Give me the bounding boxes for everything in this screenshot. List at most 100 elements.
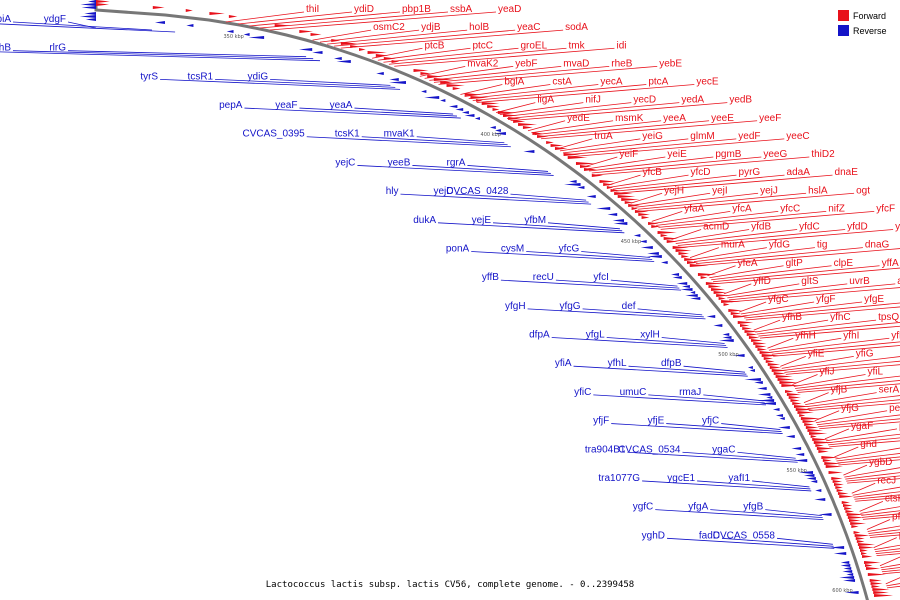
forward-gene-label: yeaD (498, 4, 521, 15)
forward-feature (841, 501, 850, 504)
reverse-gene-label: yffB (482, 272, 499, 283)
forward-gene-label: yeeE (711, 113, 734, 124)
reverse-gene-label: yfbM (524, 215, 546, 226)
forward-leader-line (744, 302, 900, 319)
forward-leader-line (844, 467, 900, 478)
forward-feature (391, 60, 400, 63)
forward-gene-label: tpsQ (878, 312, 899, 323)
reverse-gene-label: dukA (413, 215, 436, 226)
reverse-feature (718, 339, 734, 342)
forward-leader-line (797, 383, 900, 393)
forward-feature (797, 411, 814, 414)
reverse-gene-label: yfgB (743, 502, 763, 513)
forward-leader-line (727, 283, 848, 299)
forward-feature (631, 207, 638, 210)
forward-leader-line (594, 156, 810, 176)
forward-feature (815, 444, 824, 447)
forward-feature (781, 384, 801, 387)
forward-leader-line (476, 84, 695, 103)
forward-gene-label: yfjG (841, 403, 859, 414)
legend-forward-swatch (838, 10, 849, 21)
forward-leader-line (836, 453, 900, 462)
tick-labels: 350 kbp 400 kbp 450 kbp 500 kbp 550 kbp 600 k… (223, 34, 852, 594)
forward-leader-line (613, 174, 737, 190)
forward-gene-label: ygbD (869, 457, 892, 468)
forward-leader-line (852, 486, 900, 496)
forward-leader-line (679, 229, 894, 248)
forward-gene-label: yfcD (691, 167, 711, 178)
forward-leader-line (225, 11, 305, 23)
reverse-leader-line (683, 365, 746, 373)
reverse-feature (713, 324, 723, 327)
forward-leader-line (753, 319, 781, 331)
forward-feature (779, 381, 799, 384)
forward-label-leaders (225, 11, 900, 589)
forward-leader-line (868, 529, 900, 534)
reverse-feature (793, 459, 808, 462)
reverse-leader-line (416, 136, 505, 144)
forward-gene-label: mvaK2 (467, 58, 499, 69)
forward-feature (755, 345, 767, 348)
legend: Forward Reverse (838, 10, 887, 36)
reverse-gene-label: yfgL (586, 330, 605, 341)
forward-gene-label: yfcB (643, 167, 663, 178)
forward-feature (739, 324, 750, 327)
reverse-gene-label: ydiG (248, 71, 269, 82)
forward-gene-label: yeiE (667, 149, 687, 160)
forward-leader-line (651, 210, 683, 222)
reverse-leader-line (160, 78, 401, 90)
forward-feature (869, 579, 882, 582)
forward-leader-line (697, 248, 900, 267)
forward-gene-label: nifJ (585, 95, 601, 106)
reverse-feature (818, 513, 832, 516)
reverse-feature (577, 186, 585, 189)
reverse-feature (660, 261, 668, 264)
forward-feature (464, 93, 481, 96)
forward-feature (856, 540, 865, 543)
reverse-feature (775, 414, 784, 417)
reverse-feature (613, 222, 628, 225)
forward-feature (769, 366, 782, 369)
forward-leader-line (862, 515, 900, 520)
forward-feature (757, 348, 768, 351)
reverse-leader-line (666, 537, 835, 549)
reverse-leader-line (12, 21, 152, 31)
reverse-gene-label: tra904B1 (585, 444, 626, 455)
reverse-gene-label: CVCAS_0558 (713, 530, 776, 541)
forward-leader-line (785, 364, 900, 375)
forward-gene-label: gltS (801, 276, 819, 287)
reverse-feature (676, 282, 688, 285)
forward-feature (775, 375, 793, 378)
forward-feature (185, 9, 193, 12)
forward-leader-line (855, 497, 900, 502)
reverse-feature (243, 33, 250, 36)
forward-feature (228, 15, 238, 18)
forward-leader-line (534, 120, 662, 136)
reverse-leader-line (637, 308, 703, 316)
forward-leader-line (740, 301, 815, 315)
forward-gene-label: ptcC (472, 40, 493, 51)
reverse-feature (754, 381, 763, 384)
reverse-feature (757, 393, 771, 396)
forward-feature (777, 378, 795, 381)
forward-feature (522, 126, 533, 129)
forward-feature (844, 507, 852, 510)
forward-leader-line (867, 525, 900, 532)
reverse-feature-track (79, 0, 859, 594)
forward-gene-label: yebE (659, 58, 682, 69)
reverse-gene-label: fadD (699, 530, 720, 541)
forward-gene-label: osmC2 (373, 22, 405, 33)
forward-leader-line (653, 210, 731, 224)
forward-feature (851, 525, 859, 528)
reverse-feature (569, 180, 577, 183)
forward-feature (737, 321, 754, 324)
legend-forward-label: Forward (853, 11, 886, 21)
reverse-leader-line (400, 193, 592, 205)
forward-leader-line (372, 47, 423, 59)
reverse-leader-line (270, 78, 391, 86)
forward-gene-label: yfdB (751, 222, 771, 233)
reverse-feature (672, 276, 682, 279)
forward-gene-label: yfiL (868, 367, 884, 378)
reverse-feature (461, 111, 469, 114)
reverse-gene-label: yfiA (555, 358, 572, 369)
